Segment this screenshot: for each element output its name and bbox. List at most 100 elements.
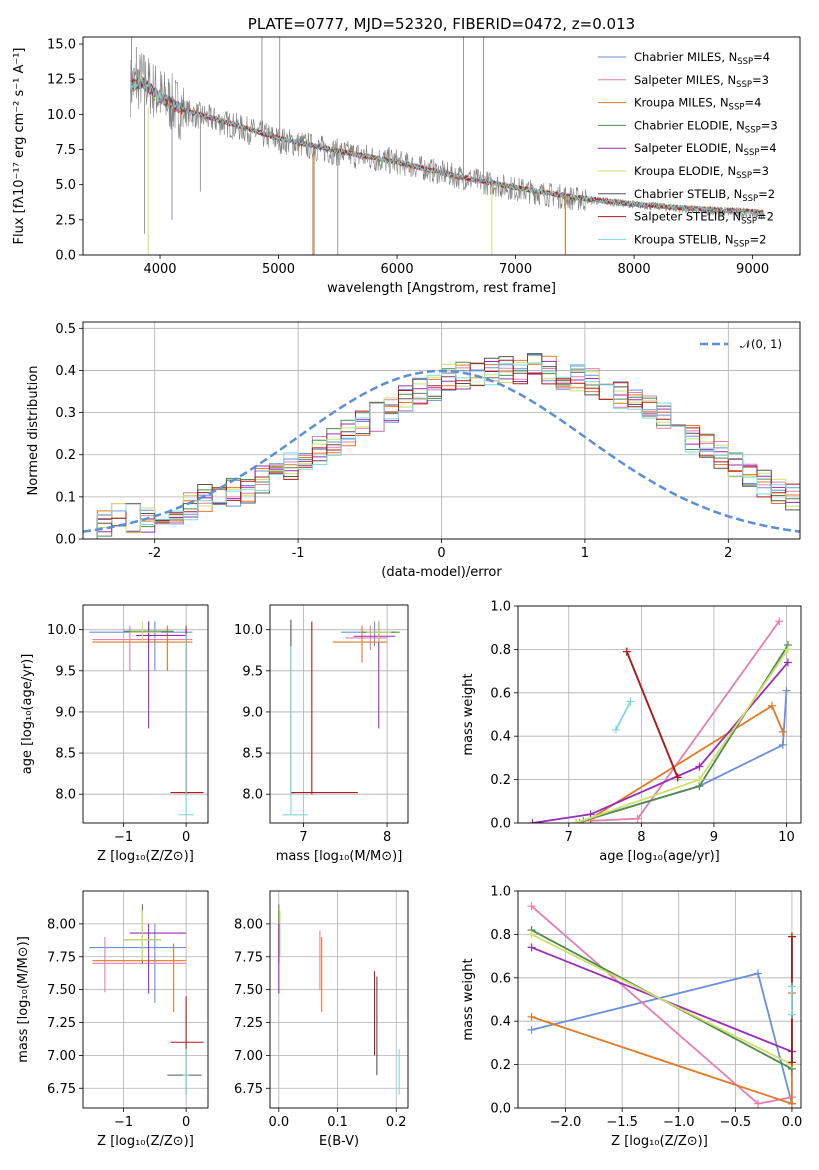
legend-label: Chabrier STELIB, NSSP=2 [634,187,775,204]
y-tick-label: 0.4 [55,364,76,379]
y-tick-label: 8.5 [55,747,76,762]
y-tick-label: 0.8 [490,643,511,658]
y-tick-label: 9.5 [55,664,76,679]
y-tick-label: 0.5 [55,322,76,337]
y-tick-label: 12.5 [47,73,76,88]
x-axis-label: E(B-V) [319,1134,359,1149]
legend-label-post: =4 [760,141,777,155]
series-kroupa_stelib [615,701,632,731]
x-tick-label: 0 [182,830,190,845]
residuals-axes: -2 -1 0 1 2 0.0 0.1 0.2 0.3 0.4 0.5 (data-model)/er… [26,321,801,580]
legend-label-sub: SSP [742,194,758,204]
legend-label: Kroupa MILES, NSSP=4 [634,96,761,113]
y-tick-label: 0.6 [490,971,511,986]
x-tick-label: 6000 [381,262,414,277]
mass_vs_z-axes: −1 0 6.75 7.00 7.25 7.50 7.75 8.00 Z [log₁₀(Z/Z⊙… [16,890,209,1149]
y-tick-label: 8.00 [234,917,263,932]
mass_vs_ebv-axes: 0.0 0.1 0.2 6.75 7.00 7.25 7.50 7.75 8.00 E(B-V) [234,890,409,1149]
legend-label-post: =2 [749,232,766,246]
y-tick-label: 7.50 [47,983,76,998]
y-tick-label: 0.0 [490,817,511,832]
weight_vs_age-lines [528,617,792,823]
legend-label: Salpeter ELODIE, NSSP=4 [634,141,777,158]
plot-frame [269,890,409,1109]
y-tick-label: 7.00 [47,1049,76,1064]
x-tick-label: 9 [710,830,718,845]
x-tick-label: −1 [114,830,133,845]
y-axis-label: mass weight [461,673,476,755]
x-axis-label: mass [log₁₀(M/M⊙)] [276,849,403,864]
y-tick-label: 0.2 [55,448,76,463]
legend: 𝒩(0, 1) [700,337,782,351]
y-tick-label: 7.25 [234,1016,263,1031]
y-tick-label: 0.4 [490,730,511,745]
x-tick-label: 4000 [143,262,176,277]
legend-label-post: =4 [753,50,770,64]
chart-title: PLATE=0777, MJD=52320, FIBERID=0472, z=0… [248,15,635,33]
x-tick-label: 7 [299,830,307,845]
y-tick-label: 1.0 [490,600,511,615]
histograms [83,353,800,539]
x-tick-label: 0 [437,546,445,561]
legend-label-post: =2 [757,210,774,224]
plot-frame [517,605,802,824]
legend-label-main: Kroupa STELIB, N [634,232,734,246]
age_vs_mass-marks [282,619,400,816]
x-tick-label: 0.0 [782,1115,803,1130]
legend-label: Salpeter MILES, NSSP=3 [634,73,769,90]
legend-label: Salpeter STELIB, NSSP=2 [634,210,774,227]
y-tick-label: 8.0 [242,788,263,803]
legend-label-sub: SSP [736,171,752,181]
y-tick-label: 9.0 [242,705,263,720]
y-tick-label: 5.0 [55,178,76,193]
x-tick-label: 2 [724,546,732,561]
legend-label-sub: SSP [729,103,745,113]
x-tick-label: -1 [292,546,305,561]
x-axis-label: Z [log₁₀(Z/Z⊙)] [611,1134,708,1149]
y-axis-label: mass [log₁₀(M/M⊙)] [16,936,31,1063]
x-tick-label: 0.2 [386,1115,407,1130]
plot-frame [517,890,802,1109]
y-tick-label: 0.1 [55,490,76,505]
x-axis-label: Z [log₁₀(Z/Z⊙)] [97,849,194,864]
y-tick-label: 7.00 [234,1049,263,1064]
x-tick-label: 8000 [618,262,651,277]
x-axis-label: wavelength [Angstrom, rest frame] [327,281,556,296]
series-chabrier_elodie [575,644,789,823]
legend-label-post: =3 [752,164,769,178]
legend-label-sub: SSP [744,148,760,158]
legend-label-main: Chabrier ELODIE, N [634,118,745,132]
x-tick-label: 0.0 [268,1115,289,1130]
series-salpeter_miles [531,905,793,1105]
legend-label-main: Salpeter STELIB, N [634,210,741,224]
y-tick-label: 0.2 [490,1058,511,1073]
x-tick-label: 7000 [499,262,532,277]
plot-frame [82,604,209,824]
y-tick-label: 7.25 [47,1016,76,1031]
x-tick-label: −1 [114,1115,133,1130]
legend-label-post: =2 [758,187,775,201]
y-tick-label: 2.5 [55,213,76,228]
y-tick-label: 10.0 [47,108,76,123]
y-tick-label: 0.4 [490,1015,511,1030]
x-tick-label: −1.5 [606,1115,638,1130]
series-salpeter_stelib [625,651,679,778]
plot-frame [82,890,209,1109]
legend-label-post: =3 [752,73,769,87]
y-tick-label: 7.5 [55,143,76,158]
legend-label-post: =4 [744,96,761,110]
y-tick-label: 8.5 [242,747,263,762]
legend-label-main: Chabrier MILES, N [634,50,737,64]
y-axis-label: mass weight [461,958,476,1040]
y-tick-label: 0.2 [490,773,511,788]
legend-label: Chabrier MILES, NSSP=4 [634,50,770,67]
y-tick-label: 1.0 [490,885,511,900]
normal-curve [83,369,800,533]
mass_vs_ebv-marks [278,904,400,1095]
y-tick-label: 9.5 [242,664,263,679]
legend-label: Kroupa ELODIE, NSSP=3 [634,164,769,181]
legend-label-sub: SSP [736,80,752,90]
series-salpeter_elodie [532,661,789,823]
y-tick-label: 0.6 [490,686,511,701]
